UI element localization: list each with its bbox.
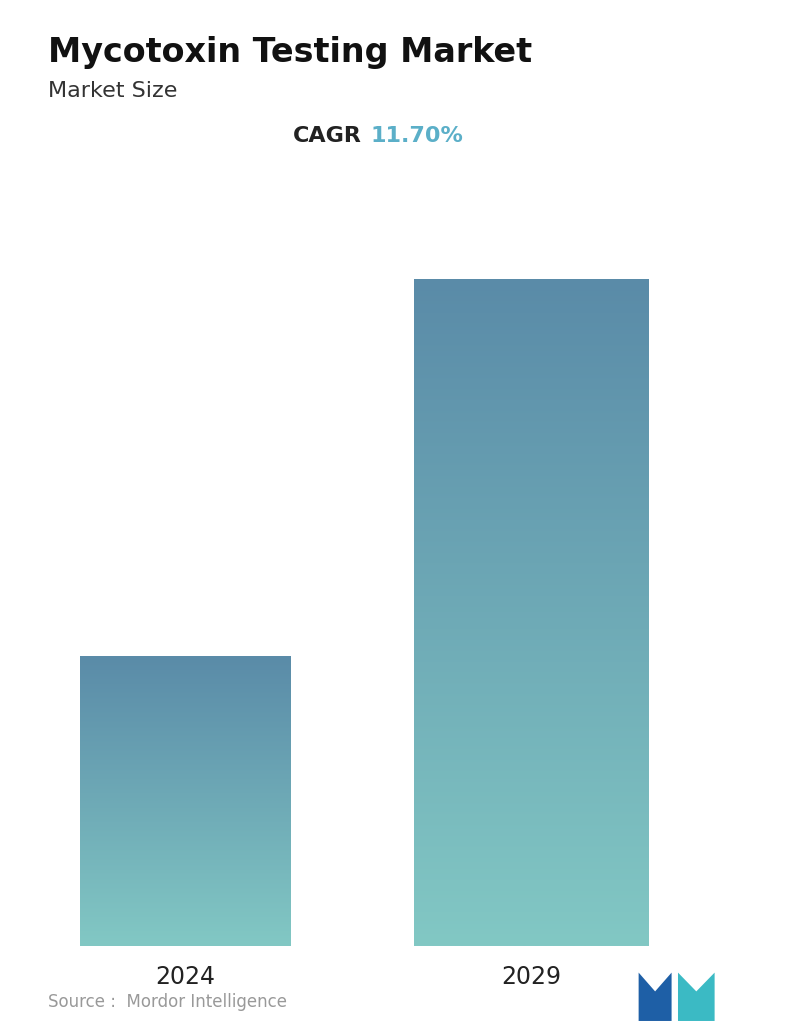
- Text: 2024: 2024: [155, 965, 215, 989]
- Polygon shape: [638, 973, 672, 1021]
- Text: CAGR: CAGR: [293, 126, 362, 146]
- Text: Market Size: Market Size: [48, 81, 178, 100]
- Text: Mycotoxin Testing Market: Mycotoxin Testing Market: [48, 36, 532, 69]
- Text: Source :  Mordor Intelligence: Source : Mordor Intelligence: [48, 994, 287, 1011]
- Text: 2029: 2029: [501, 965, 561, 989]
- Polygon shape: [678, 973, 715, 1021]
- Text: 11.70%: 11.70%: [370, 126, 463, 146]
